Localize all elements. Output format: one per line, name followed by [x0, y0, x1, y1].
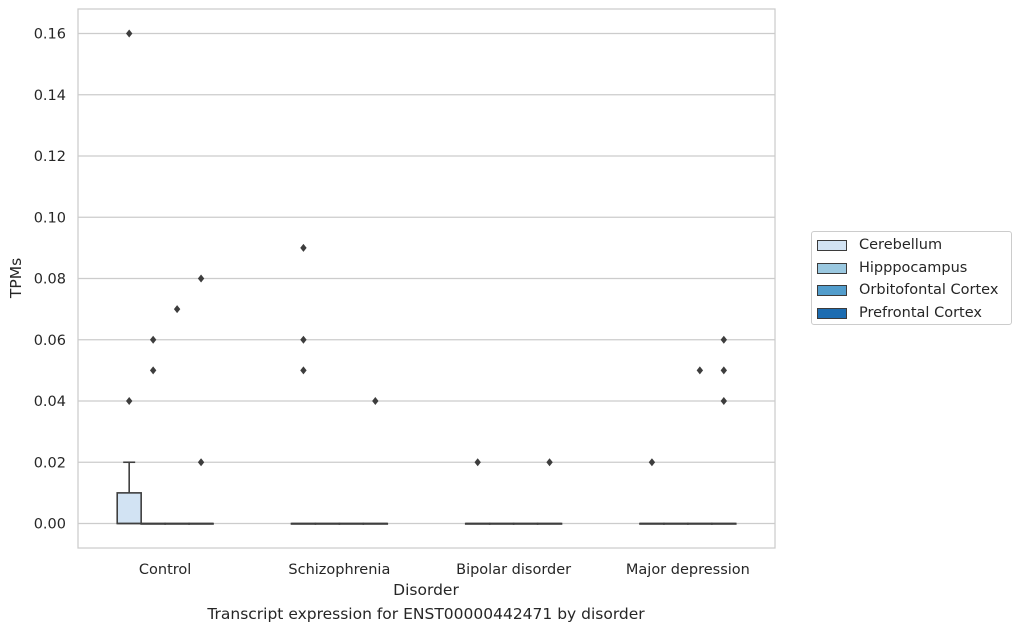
outlier-point-major-depression-orbitofontal-cortex: [696, 366, 704, 375]
plot-frame: [77, 8, 776, 549]
legend-label-cerebellum: Cerebellum: [859, 237, 943, 253]
y-tick-labels: 0.00 0.02 0.04 0.06 0.08 0.10 0.12 0.14 0.16: [34, 27, 66, 533]
outlier-point-schizophrenia-prefrontal-cortex: [372, 397, 379, 405]
outlier-point-control-orbitofontal-cortex: [173, 305, 181, 314]
outlier-point-control-prefrontal-cortex: [197, 458, 205, 467]
y-tick-label: 0.02: [34, 455, 66, 471]
y-tick-label: 0.00: [34, 517, 66, 533]
y-tick-label: 0.08: [34, 272, 66, 288]
box-layer: [116, 461, 737, 525]
y-tick-label: 0.04: [34, 394, 66, 410]
legend-label-prefrontal-cortex: Prefrontal Cortex: [859, 305, 982, 321]
outlier-point-schizophrenia-cerebellum: [300, 335, 307, 344]
legend-item-hipppocampus: Hipppocampus: [817, 258, 967, 278]
outlier-point-major-depression-prefrontal-cortex: [720, 397, 728, 405]
box-major-depression-cerebellum: [639, 522, 665, 525]
outlier-point-major-depression-prefrontal-cortex: [720, 335, 728, 344]
legend-label-hipppocampus: Hipppocampus: [859, 260, 968, 276]
x-tick-label-bipolar-disorder: Bipolar disorder: [456, 562, 571, 578]
legend-item-orbitofontal-cortex: Orbitofontal Cortex: [817, 280, 998, 300]
y-tick-label: 0.12: [34, 149, 66, 165]
box-bipolar-disorder-cerebellum: [464, 522, 491, 525]
chart-caption: Transcript expression for ENST0000044247…: [207, 605, 645, 623]
x-tick-label-schizophrenia: Schizophrenia: [288, 562, 390, 578]
outlier-point-bipolar-disorder-prefrontal-cortex: [546, 458, 553, 467]
outlier-point-control-cerebellum: [125, 29, 133, 38]
legend-swatch-cerebellum: [817, 239, 847, 251]
outlier-point-control-cerebellum: [125, 397, 133, 405]
outlier-layer: [125, 29, 728, 467]
box-body: [116, 492, 142, 525]
legend-item-cerebellum: Cerebellum: [817, 235, 942, 255]
y-axis-label: TPMs: [7, 258, 25, 299]
y-tick-label: 0.16: [34, 27, 66, 43]
x-tick-label-major-depression: Major depression: [626, 562, 750, 578]
x-axis-label: Disorder: [393, 581, 459, 599]
outlier-point-major-depression-cerebellum: [648, 458, 656, 467]
legend-swatch-hipppocampus: [817, 262, 847, 274]
legend-label-orbitofontal-cortex: Orbitofontal Cortex: [859, 282, 999, 298]
outlier-point-bipolar-disorder-cerebellum: [474, 458, 481, 467]
outlier-point-control-hipppocampus: [149, 335, 157, 344]
box-major-depression-hipppocampus: [663, 522, 689, 525]
box-bipolar-disorder-hipppocampus: [488, 522, 515, 525]
legend-swatch-orbitofontal-cortex: [817, 284, 847, 296]
x-tick-label-control: Control: [139, 562, 191, 578]
box-bipolar-disorder-orbitofontal-cortex: [512, 522, 539, 525]
outlier-point-control-prefrontal-cortex: [197, 274, 205, 283]
grid-lines: [78, 32, 775, 525]
legend-swatch-prefrontal-cortex: [817, 307, 847, 319]
box-schizophrenia-hipppocampus: [314, 522, 341, 525]
box-control-cerebellum: [116, 461, 142, 525]
box-control-hipppocampus: [140, 522, 166, 525]
box-bipolar-disorder-prefrontal-cortex: [536, 522, 563, 525]
outlier-point-schizophrenia-cerebellum: [300, 243, 307, 252]
outlier-point-schizophrenia-cerebellum: [300, 366, 307, 375]
y-tick-label: 0.06: [34, 333, 66, 349]
legend-item-prefrontal-cortex: Prefrontal Cortex: [817, 303, 982, 323]
box-major-depression-prefrontal-cortex: [711, 522, 737, 525]
box-schizophrenia-orbitofontal-cortex: [338, 522, 365, 525]
legend: Cerebellum Hipppocampus Orbitofontal Cor…: [811, 231, 1012, 325]
x-tick-labels: Control Schizophrenia Bipolar disorder Majo…: [139, 562, 750, 578]
box-control-prefrontal-cortex: [188, 522, 214, 525]
y-tick-label: 0.10: [34, 210, 66, 226]
outlier-point-major-depression-prefrontal-cortex: [720, 366, 728, 375]
box-control-orbitofontal-cortex: [164, 522, 190, 525]
box-major-depression-orbitofontal-cortex: [687, 522, 713, 525]
box-schizophrenia-prefrontal-cortex: [362, 522, 389, 525]
outlier-point-control-hipppocampus: [149, 366, 157, 375]
box-schizophrenia-cerebellum: [290, 522, 317, 525]
y-tick-label: 0.14: [34, 88, 66, 104]
